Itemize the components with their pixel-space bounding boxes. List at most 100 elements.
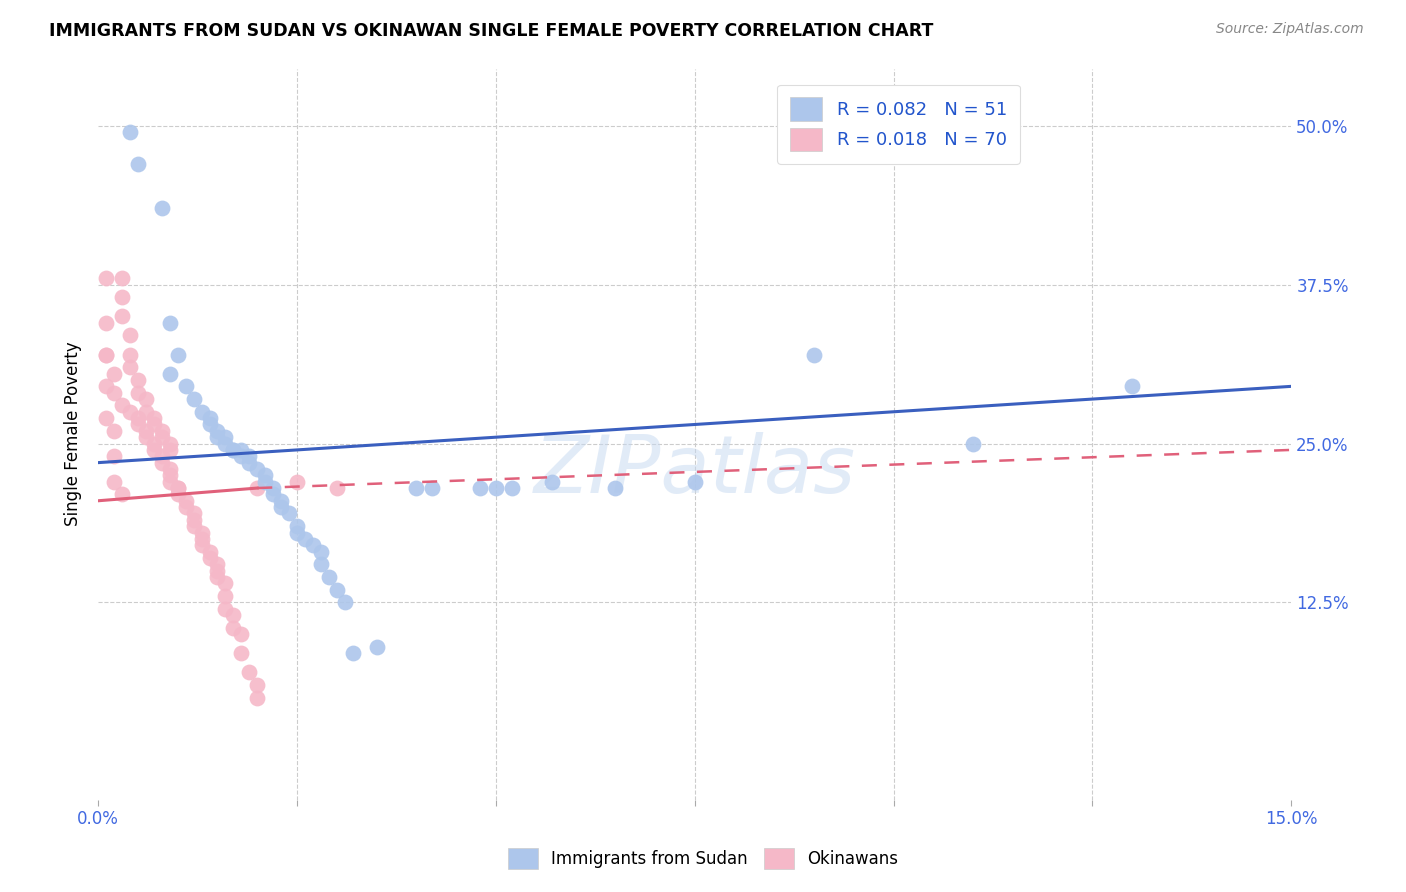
Point: [166, 481, 188, 495]
Point: [222, 442, 245, 457]
Point: [254, 475, 277, 489]
Point: [207, 430, 229, 444]
Point: [142, 442, 165, 457]
Point: [159, 367, 181, 381]
Point: [118, 328, 141, 343]
Point: [294, 532, 316, 546]
Point: [1121, 379, 1143, 393]
Point: [366, 640, 388, 654]
Point: [111, 399, 134, 413]
Point: [135, 392, 157, 406]
Point: [142, 417, 165, 432]
Point: [246, 481, 269, 495]
Point: [166, 487, 188, 501]
Point: [127, 373, 149, 387]
Point: [127, 157, 149, 171]
Point: [150, 424, 173, 438]
Point: [174, 500, 197, 515]
Point: [150, 456, 173, 470]
Point: [540, 475, 562, 489]
Legend: R = 0.082   N = 51, R = 0.018   N = 70: R = 0.082 N = 51, R = 0.018 N = 70: [778, 85, 1019, 164]
Point: [246, 462, 269, 476]
Point: [309, 544, 332, 558]
Point: [127, 411, 149, 425]
Point: [135, 424, 157, 438]
Point: [142, 411, 165, 425]
Point: [190, 405, 212, 419]
Point: [190, 525, 212, 540]
Point: [190, 538, 212, 552]
Point: [962, 436, 984, 450]
Point: [103, 475, 125, 489]
Point: [485, 481, 508, 495]
Point: [246, 690, 269, 705]
Point: [183, 507, 205, 521]
Point: [150, 450, 173, 464]
Legend: Immigrants from Sudan, Okinawans: Immigrants from Sudan, Okinawans: [498, 838, 908, 880]
Point: [94, 347, 117, 361]
Point: [159, 316, 181, 330]
Point: [254, 468, 277, 483]
Point: [94, 379, 117, 393]
Point: [198, 544, 221, 558]
Text: Source: ZipAtlas.com: Source: ZipAtlas.com: [1216, 22, 1364, 37]
Point: [150, 430, 173, 444]
Point: [803, 347, 825, 361]
Point: [207, 424, 229, 438]
Point: [103, 367, 125, 381]
Point: [333, 595, 356, 609]
Point: [94, 347, 117, 361]
Point: [501, 481, 523, 495]
Point: [159, 468, 181, 483]
Point: [222, 621, 245, 635]
Point: [118, 405, 141, 419]
Point: [262, 487, 284, 501]
Point: [326, 481, 349, 495]
Point: [420, 481, 443, 495]
Point: [127, 385, 149, 400]
Point: [159, 442, 181, 457]
Point: [278, 507, 301, 521]
Point: [238, 456, 260, 470]
Point: [214, 589, 236, 603]
Point: [270, 493, 292, 508]
Point: [166, 481, 188, 495]
Point: [190, 532, 212, 546]
Point: [222, 608, 245, 623]
Point: [207, 564, 229, 578]
Point: [198, 551, 221, 566]
Point: [183, 519, 205, 533]
Point: [111, 310, 134, 324]
Point: [238, 665, 260, 680]
Point: [135, 430, 157, 444]
Point: [118, 360, 141, 375]
Point: [302, 538, 325, 552]
Point: [111, 290, 134, 304]
Point: [246, 678, 269, 692]
Point: [285, 525, 308, 540]
Point: [159, 436, 181, 450]
Point: [166, 347, 188, 361]
Point: [207, 558, 229, 572]
Point: [103, 450, 125, 464]
Point: [214, 576, 236, 591]
Point: [135, 405, 157, 419]
Point: [111, 487, 134, 501]
Point: [94, 271, 117, 285]
Point: [111, 271, 134, 285]
Point: [231, 646, 253, 660]
Point: [270, 500, 292, 515]
Point: [405, 481, 427, 495]
Point: [231, 450, 253, 464]
Point: [326, 582, 349, 597]
Point: [238, 450, 260, 464]
Point: [683, 475, 706, 489]
Point: [118, 125, 141, 139]
Point: [214, 430, 236, 444]
Point: [159, 475, 181, 489]
Point: [183, 392, 205, 406]
Point: [468, 481, 491, 495]
Point: [605, 481, 627, 495]
Point: [214, 602, 236, 616]
Point: [318, 570, 340, 584]
